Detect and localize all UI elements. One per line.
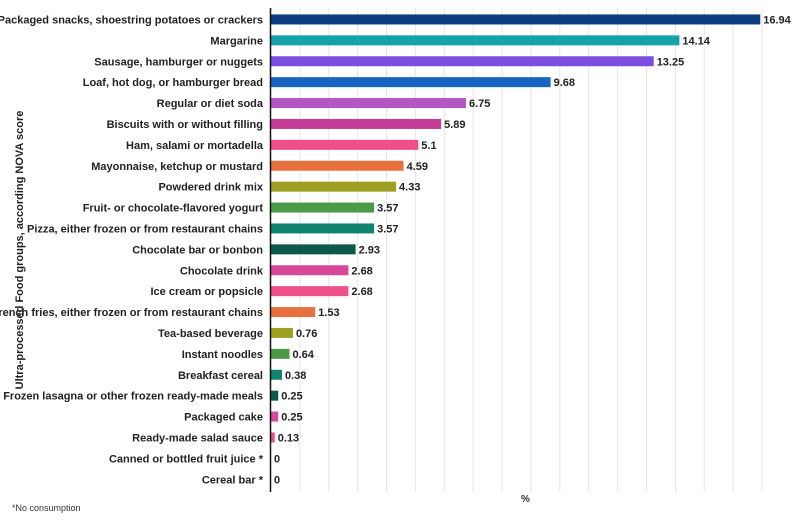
bar [271, 160, 404, 171]
value-label: 3.57 [377, 223, 398, 235]
grid-lines [299, 8, 763, 492]
category-label: Ham, salami or mortadella [126, 140, 264, 152]
value-label: 13.25 [657, 56, 685, 68]
bar [271, 98, 466, 109]
value-label: 3.57 [377, 203, 398, 215]
bar [271, 139, 419, 150]
category-label: Sausage, hamburger or nuggets [94, 56, 263, 68]
bar [271, 118, 442, 129]
category-label: Cereal bar * [202, 474, 264, 486]
value-label: 16.94 [763, 14, 791, 26]
value-label: 2.68 [351, 286, 372, 298]
category-label: Chocolate bar or bonbon [132, 244, 263, 256]
category-label: Tea-based beverage [158, 328, 263, 340]
bar [271, 390, 279, 401]
category-label: Packaged snacks, shoestring potatoes or … [0, 14, 263, 26]
value-label: 1.53 [318, 307, 339, 319]
value-label: 0.38 [285, 370, 306, 382]
value-label: 2.68 [351, 265, 372, 277]
category-label: Packaged cake [184, 412, 263, 424]
value-label: 0.25 [281, 391, 302, 403]
category-label: Mayonnaise, ketchup or mustard [91, 161, 263, 173]
bar [271, 77, 551, 88]
value-label: 5.89 [444, 119, 465, 131]
value-label: 0.76 [296, 328, 317, 340]
x-axis-title: % [521, 494, 530, 505]
value-labels: 16.9414.1413.259.686.755.895.14.594.333.… [274, 14, 792, 486]
bar [271, 202, 375, 213]
bar [271, 56, 654, 67]
bars [271, 14, 761, 443]
value-label: 2.93 [359, 244, 380, 256]
footnote: *No consumption [12, 503, 81, 513]
y-axis-title: Ultra-processed Food groups, according N… [14, 111, 26, 390]
category-label: Instant noodles [182, 349, 263, 361]
value-label: 5.1 [421, 140, 436, 152]
value-label: 0.25 [281, 412, 302, 424]
bar [271, 265, 349, 276]
bar [271, 35, 680, 46]
value-label: 4.59 [407, 161, 428, 173]
bar [271, 223, 375, 234]
value-label: 4.33 [399, 182, 420, 194]
value-label: 0.64 [292, 349, 314, 361]
category-label: Loaf, hot dog, or hamburger bread [83, 77, 263, 89]
value-label: 6.75 [469, 98, 490, 110]
category-label: Chocolate drink [180, 265, 264, 277]
bar [271, 286, 349, 297]
category-label: Margarine [210, 35, 263, 47]
category-label: Powdered drink mix [158, 182, 263, 194]
bar [271, 348, 290, 359]
category-label: Biscuits with or without filling [107, 119, 263, 131]
bar [271, 432, 275, 443]
category-label: Ready-made salad sauce [132, 432, 263, 444]
category-label: Breakfast cereal [178, 370, 263, 382]
value-label: 0 [274, 474, 280, 486]
category-label: Canned or bottled fruit juice * [109, 453, 264, 465]
bar [271, 327, 293, 338]
value-label: 9.68 [554, 77, 575, 89]
category-label: Ice cream or popsicle [151, 286, 264, 298]
bar [271, 411, 279, 422]
value-label: 0.13 [278, 432, 299, 444]
category-label: Regular or diet soda [157, 98, 264, 110]
category-labels: Packaged snacks, shoestring potatoes or … [0, 14, 264, 486]
bar [271, 14, 761, 25]
bar [271, 181, 397, 192]
category-label: French fries, either frozen or from rest… [0, 307, 263, 319]
category-label: Pizza, either frozen or from restaurant … [27, 223, 263, 235]
bar [271, 307, 316, 318]
value-label: 0 [274, 453, 280, 465]
category-label: Fruit- or chocolate-flavored yogurt [83, 203, 264, 215]
value-label: 14.14 [682, 35, 710, 47]
category-label: Frozen lasagna or other frozen ready-mad… [3, 391, 263, 403]
bar [271, 244, 356, 255]
bar [271, 369, 282, 380]
